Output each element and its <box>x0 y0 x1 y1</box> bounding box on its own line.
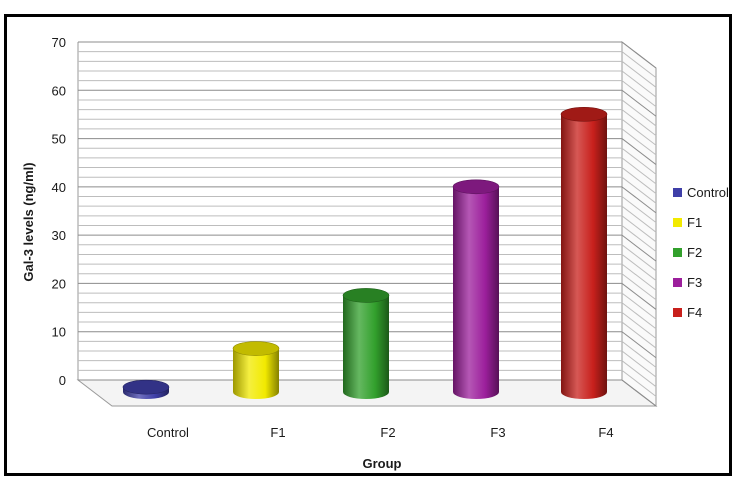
gridline-side <box>621 283 657 310</box>
x-tick-label: F1 <box>270 425 285 440</box>
bar-top <box>122 379 170 395</box>
legend-swatch <box>673 218 682 227</box>
legend-label: Control <box>687 185 729 200</box>
gridline-side <box>621 138 657 165</box>
bar-f3 <box>452 179 500 399</box>
legend-swatch <box>673 308 682 317</box>
gridline-side <box>621 331 657 359</box>
gridline-side <box>621 234 657 262</box>
gridline-side <box>621 312 657 339</box>
legend-label: F4 <box>687 305 702 320</box>
gridline-side <box>621 157 657 185</box>
gridline-side <box>621 60 657 88</box>
x-tick-label: F4 <box>598 425 613 440</box>
gridline-side <box>621 80 657 108</box>
gridline-side <box>621 215 657 243</box>
y-axis-title: Gal-3 levels (ng/ml) <box>21 162 36 281</box>
bar-top <box>232 341 280 356</box>
bar-top <box>342 288 390 303</box>
bar-f1 <box>232 341 280 399</box>
y-tick-label: 70 <box>52 35 66 50</box>
bar-body <box>233 348 279 399</box>
gridline-side <box>621 302 657 330</box>
gridline-side <box>621 273 657 301</box>
legend-label: F1 <box>687 215 702 230</box>
gridline-side <box>621 225 657 252</box>
gridline-side <box>621 369 657 397</box>
bar-f4 <box>560 107 608 399</box>
bar-top <box>560 107 608 122</box>
bar-body <box>453 186 499 399</box>
chart-side-wall <box>621 40 657 408</box>
legend-swatch <box>673 248 682 257</box>
x-tick-label: F3 <box>490 425 505 440</box>
gridline-side <box>621 167 657 194</box>
x-tick-label: Control <box>147 425 189 440</box>
gridline-side <box>621 109 657 136</box>
gridline-side <box>621 196 657 223</box>
y-tick-label: 20 <box>52 276 66 291</box>
y-tick-label: 30 <box>52 228 66 243</box>
gridline-side <box>621 186 657 214</box>
gridline-side <box>621 244 657 272</box>
gridline-side <box>621 147 657 175</box>
gridline-side <box>621 292 657 320</box>
gridline-side <box>621 254 657 281</box>
bar-top <box>452 179 500 195</box>
gridline-side <box>621 41 657 69</box>
bar-body <box>561 114 607 399</box>
y-tick-label: 40 <box>52 180 66 195</box>
gridline-side <box>621 51 657 79</box>
gridline-side <box>621 205 657 233</box>
gridline-side <box>621 70 657 98</box>
gridline-side <box>621 379 657 407</box>
y-tick-label: 50 <box>52 132 66 147</box>
gridline-side <box>621 89 657 117</box>
legend-swatch <box>673 188 682 197</box>
legend: Control F1 F2 F3 F4 <box>673 185 729 320</box>
x-tick-label: F2 <box>380 425 395 440</box>
x-axis-title: Group <box>363 456 402 471</box>
bar-control <box>122 379 170 399</box>
x-axis-labels: Control F1 F2 F3 F4 <box>147 425 614 440</box>
legend-label: F2 <box>687 245 702 260</box>
y-tick-label: 10 <box>52 325 66 340</box>
bar-body <box>343 295 389 399</box>
y-axis-ticks: 0 10 20 30 40 50 60 70 <box>52 35 66 388</box>
legend-label: F3 <box>687 275 702 290</box>
y-tick-label: 0 <box>59 373 66 388</box>
gridline-side <box>621 350 657 378</box>
gridline-side <box>621 263 657 291</box>
gridline-side <box>621 360 657 388</box>
gridline-side <box>621 340 657 368</box>
legend-swatch <box>673 278 682 287</box>
gridline-side <box>621 321 657 349</box>
gridline-side <box>621 118 657 146</box>
gridline-side <box>621 128 657 156</box>
bar-f2 <box>342 288 390 399</box>
gridline-side <box>621 176 657 204</box>
gridline-side <box>621 99 657 127</box>
bars <box>122 107 608 399</box>
y-tick-label: 60 <box>52 83 66 98</box>
